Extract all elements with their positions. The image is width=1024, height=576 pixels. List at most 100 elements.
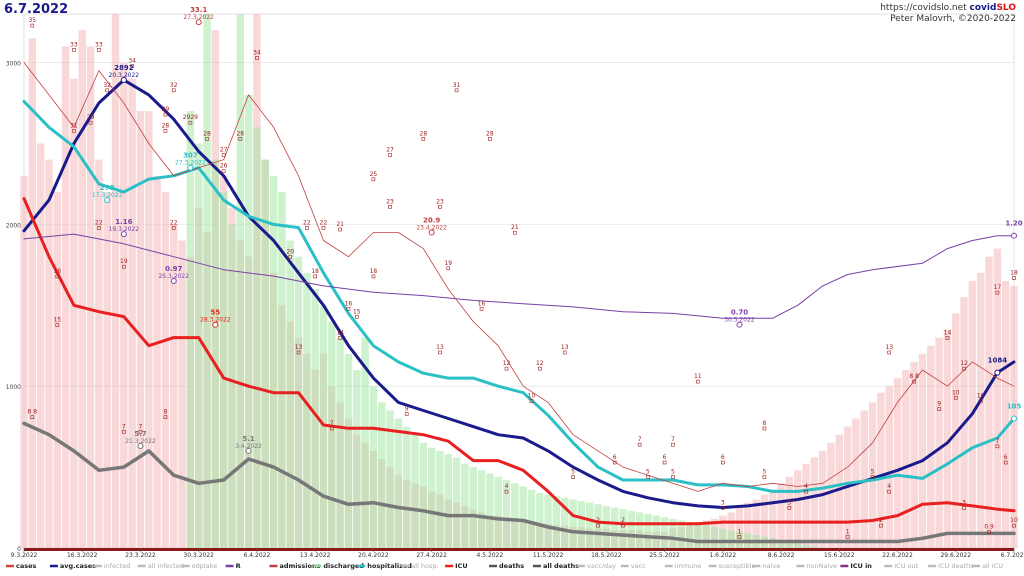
- admission-marker: [72, 48, 76, 52]
- admission-marker: [421, 137, 426, 141]
- admission-marker: [30, 23, 35, 28]
- legend-label: ICU deaths: [938, 562, 974, 570]
- bar-cases: [170, 224, 178, 548]
- bar-discharged: [669, 518, 677, 548]
- admission-label: 7: [330, 420, 334, 427]
- bar-discharged: [544, 494, 552, 548]
- admission-marker: [321, 226, 326, 230]
- bar-cases: [45, 159, 53, 549]
- bar-discharged: [561, 497, 569, 548]
- annotation-marker: [170, 278, 177, 284]
- bar-discharged: [336, 337, 344, 548]
- bar-discharged: [311, 289, 319, 548]
- bar-discharged: [602, 505, 611, 548]
- bar-discharged: [635, 512, 644, 548]
- admission-label: 26: [220, 163, 228, 170]
- series-R: [23, 233, 1015, 319]
- bar-cases: [103, 192, 111, 548]
- x-tick-label: 27.4.2022: [416, 552, 447, 559]
- bar-cases: [752, 499, 760, 548]
- x-tick-label: 15.6.2022: [824, 552, 855, 559]
- admission-label: 4: [505, 483, 509, 490]
- admission-marker: [995, 290, 1000, 295]
- admission-label: 23: [436, 198, 444, 205]
- bar-cases: [145, 111, 153, 548]
- bar-discharged: [236, 14, 245, 548]
- bar-cases: [927, 345, 935, 548]
- admission-label: 23: [386, 198, 394, 205]
- admission-label: 18: [1010, 270, 1018, 277]
- admission-marker: [55, 323, 60, 327]
- annotation-value: 2892: [114, 64, 134, 72]
- admission-label: 31: [453, 82, 461, 89]
- annotation-date: 27.3.2022: [175, 160, 206, 167]
- bar-cases: [818, 450, 827, 548]
- bar-discharged: [527, 489, 536, 548]
- legend-label: all deaths: [543, 562, 579, 570]
- admission-label: 15: [353, 308, 361, 315]
- chart-date: 6.7.2022: [4, 2, 69, 17]
- site-url[interactable]: https://covidslo.net: [880, 3, 967, 13]
- admission-label: 0.9: [984, 524, 994, 531]
- admission-marker: [313, 274, 317, 279]
- legend-label: ICU out: [894, 562, 918, 570]
- admission-marker: [255, 56, 259, 60]
- admission-marker: [371, 274, 376, 279]
- annotation-marker: [137, 443, 144, 450]
- admission-marker: [987, 530, 991, 534]
- bar-cases: [36, 143, 45, 549]
- admission-label: 10: [977, 393, 985, 400]
- annotation-value: 307: [183, 152, 198, 160]
- bar-discharged: [436, 450, 444, 548]
- admission-label: 2929: [183, 114, 198, 121]
- admission-marker: [596, 523, 600, 528]
- annotation-value: 1084: [988, 357, 1008, 365]
- x-tick-label: 18.5.2022: [591, 552, 622, 559]
- admission-label: 19: [444, 260, 452, 267]
- bar-cases: [893, 378, 902, 548]
- legend-label: deaths: [499, 562, 524, 570]
- legend-label: odplake: [192, 562, 218, 570]
- admission-label: 5: [571, 469, 575, 476]
- admission-label: 33: [95, 41, 103, 48]
- bar-cases: [835, 434, 844, 548]
- bar-discharged: [610, 507, 619, 548]
- bar-discharged: [394, 418, 403, 548]
- bar-cases: [95, 159, 103, 549]
- bar-discharged: [194, 143, 203, 549]
- admission-marker: [163, 128, 168, 133]
- bar-discharged: [444, 454, 452, 548]
- admission-label: 20: [286, 248, 294, 255]
- admission-marker: [288, 255, 293, 259]
- admission-marker: [171, 226, 176, 230]
- annotation-date: 28.3.2022: [200, 317, 231, 324]
- admission-label: 15: [53, 316, 61, 323]
- admission-marker: [171, 88, 176, 93]
- annotation-marker: [104, 197, 111, 204]
- bar-discharged: [486, 473, 494, 548]
- bar-discharged: [685, 522, 694, 548]
- x-tick-label: 13.4.2022: [300, 552, 331, 559]
- annotation-date: 25.3.2022: [158, 273, 189, 280]
- admission-marker: [671, 475, 675, 479]
- legend-label: cases: [16, 562, 37, 570]
- annotation-value: 5.7: [134, 430, 147, 438]
- admission-label: 8 8: [909, 373, 919, 380]
- legend-label: susceptible: [719, 562, 756, 570]
- annotation-marker: [120, 231, 127, 238]
- admission-label: 32: [170, 82, 178, 89]
- bar-discharged: [269, 175, 278, 548]
- chart-credits: https://covidslo.net covidSLO Peter Malo…: [880, 3, 1016, 25]
- admission-marker: [1012, 523, 1016, 528]
- admission-label: 34: [128, 58, 136, 65]
- admission-label: 16: [345, 300, 353, 307]
- legend-label: all hosp.: [411, 562, 438, 570]
- y-tick-label: 1000: [6, 384, 21, 391]
- admission-marker: [488, 137, 492, 141]
- bar-discharged: [793, 543, 802, 548]
- admission-label: 17: [994, 284, 1002, 291]
- admission-marker: [513, 230, 517, 235]
- admission-marker: [122, 429, 126, 434]
- admission-marker: [845, 535, 850, 539]
- admission-label: 8: [164, 409, 168, 416]
